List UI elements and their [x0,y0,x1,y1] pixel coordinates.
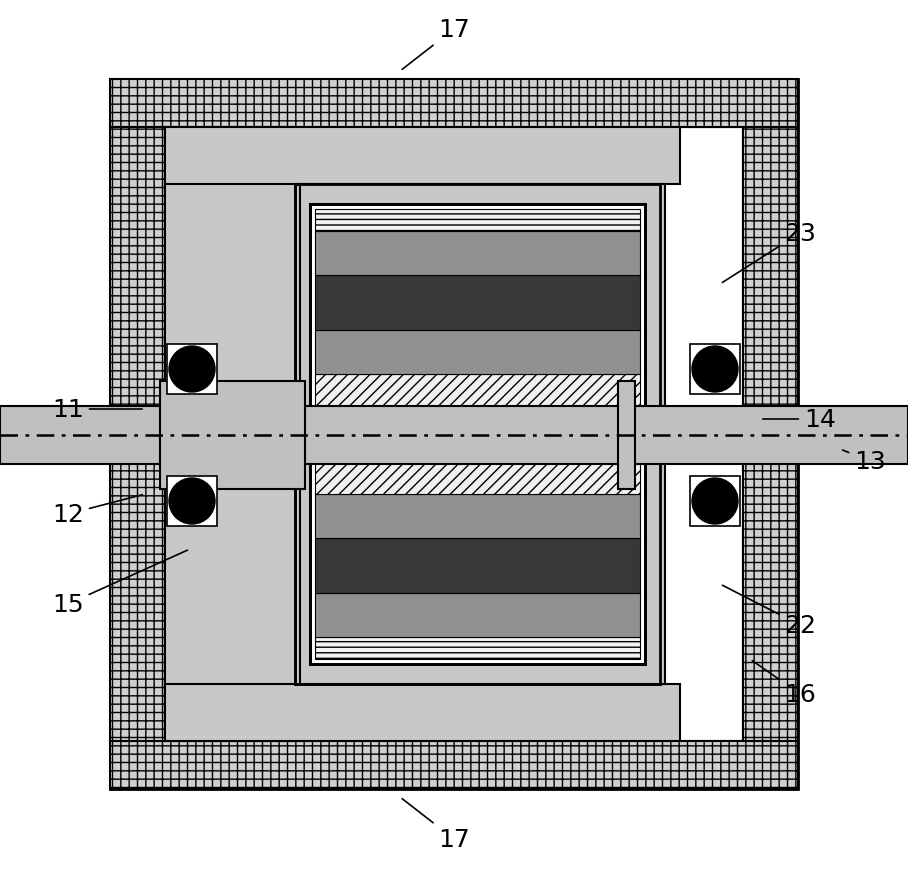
Bar [315,375,640,413]
Bar [315,232,640,276]
Bar [315,637,640,660]
Bar [295,185,660,684]
Bar [315,209,640,232]
Bar [165,684,680,741]
Circle shape [169,479,215,524]
Bar [315,413,640,456]
Bar [167,476,217,527]
Bar [165,128,300,741]
Bar [315,539,640,593]
Circle shape [692,479,738,524]
Text: 14: 14 [763,408,836,432]
Text: 15: 15 [52,550,187,616]
Bar [315,456,640,494]
Text: 22: 22 [723,586,816,637]
Bar [110,80,798,789]
Text: 17: 17 [402,799,469,851]
Bar [0,407,908,464]
Bar [743,128,798,741]
Bar [690,345,740,395]
Circle shape [692,347,738,393]
Bar [300,185,665,684]
Text: 23: 23 [723,222,816,283]
Text: 17: 17 [402,18,469,70]
Bar [167,345,217,395]
Bar [110,741,798,789]
Bar [165,128,680,185]
Bar [110,128,165,741]
Bar [315,330,640,375]
Bar [315,494,640,539]
Bar [310,205,645,664]
Bar [618,381,635,489]
Text: 16: 16 [752,660,816,706]
Bar [295,185,660,684]
Text: 11: 11 [52,397,143,421]
Bar [690,476,740,527]
Bar [315,593,640,637]
Circle shape [169,347,215,393]
Bar [315,276,640,330]
Text: 12: 12 [52,495,143,527]
Bar [160,381,305,489]
Bar [310,205,645,664]
Bar [110,80,798,128]
Bar [165,128,743,741]
Text: 13: 13 [843,449,886,474]
Bar [310,205,645,664]
